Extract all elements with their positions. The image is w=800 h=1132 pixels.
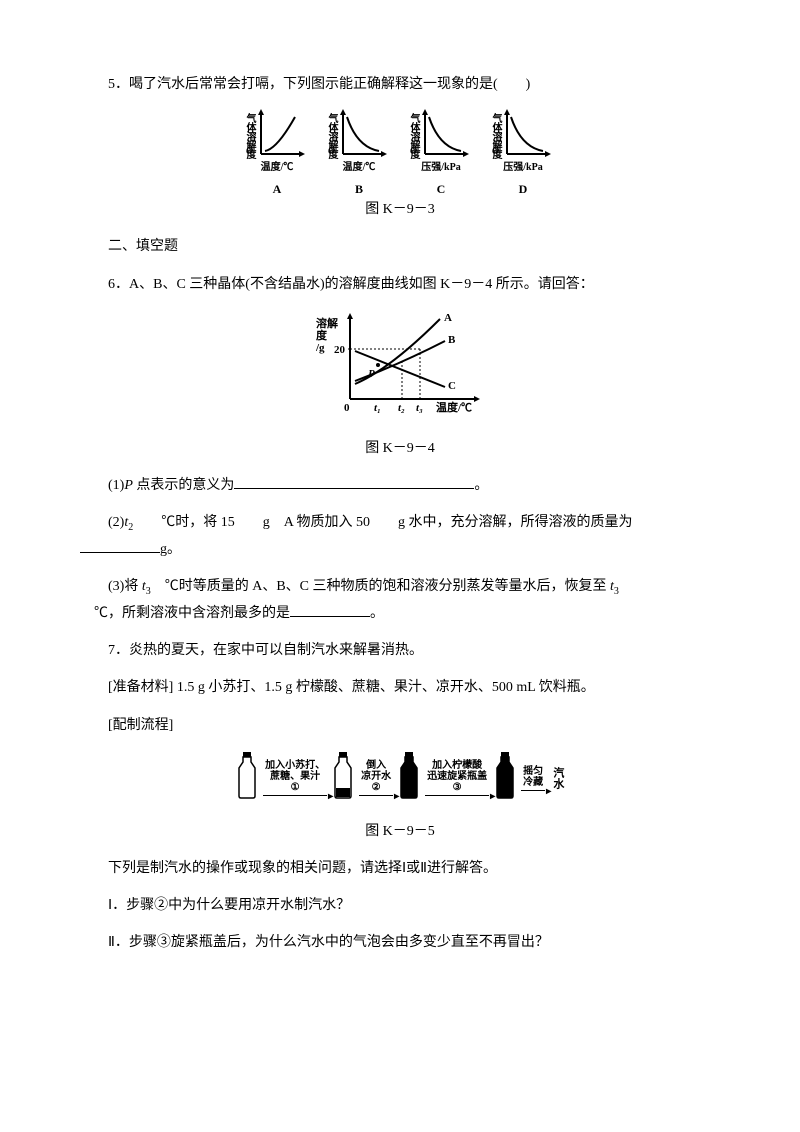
q7-caption: 图 K－9－5 <box>80 819 720 844</box>
q6-p1: (1)P 点表示的意义为 。 <box>80 473 720 498</box>
q6-p3-c: ℃，所剩溶液中含溶剂最多的是 <box>80 601 290 626</box>
svg-text:C: C <box>448 380 456 392</box>
q6-figure: 溶解 度 /g 20 P A B C 0 t₁ t₂ t₃ 温度/℃ <box>80 309 720 428</box>
bottle-1 <box>233 750 261 807</box>
svg-text:/g: /g <box>315 342 325 354</box>
q6-p1-var: P <box>124 478 133 493</box>
q7-materials: [准备材料] 1.5 g 小苏打、1.5 g 柠檬酸、蔗糖、果汁、凉开水、500… <box>80 675 720 700</box>
bottle-icon <box>329 750 357 800</box>
solubility-chart: 溶解 度 /g 20 P A B C 0 t₁ t₂ t₃ 温度/℃ <box>310 309 490 419</box>
chart-D-letter: D <box>488 179 558 201</box>
chart-C-xlabel: 压强/kPa <box>406 159 476 177</box>
arrow-4: 摇匀 冷藏 <box>521 766 545 791</box>
q6-p3-b: ℃时等质量的 A、B、C 三种物质的饱和溶液分别蒸发等量水后，恢复至 <box>151 579 610 594</box>
svg-text:t₁: t₁ <box>374 402 381 414</box>
q6-p1-end: 。 <box>474 478 488 493</box>
chart-C-origin: O <box>410 143 417 161</box>
q6-p2-unit: g。 <box>160 542 181 557</box>
arrow-3: 加入柠檬酸 迅速旋紧瓶盖 ③ <box>425 760 489 796</box>
chart-D-xlabel: 压强/kPa <box>488 159 558 177</box>
q6-p1-blank[interactable] <box>234 474 474 489</box>
svg-text:溶解: 溶解 <box>316 316 338 330</box>
arrow-1-l2: 蔗糖、果汁 <box>270 771 320 782</box>
svg-text:度: 度 <box>316 328 328 342</box>
q6-p3-blank[interactable] <box>290 602 370 617</box>
arrow-1-l1: 加入小苏打、 <box>265 760 325 771</box>
q6-p1-mid: 点表示的意义为 <box>133 478 235 493</box>
q6-p3: (3)将 t3 ℃时等质量的 A、B、C 三种物质的饱和溶液分别蒸发等量水后，恢… <box>80 574 720 626</box>
arrow-4-l1: 摇匀 <box>523 766 543 777</box>
arrow-4-l2: 冷藏 <box>523 777 543 788</box>
chart-B: 气体溶解度 O 温度/℃ B <box>324 109 394 189</box>
bottle-icon <box>233 750 261 800</box>
arrow-2-l2: 凉开水 <box>361 771 391 782</box>
arrow-1-num: ① <box>265 782 325 793</box>
q5-stem: 5．喝了汽水后常常会打嗝，下列图示能正确解释这一现象的是( ) <box>80 72 720 97</box>
svg-text:t₂: t₂ <box>398 402 405 414</box>
bottle-icon <box>395 750 423 800</box>
q6-p1-pre: (1) <box>108 478 124 493</box>
q6-p2-b: ℃时，将 15 g A 物质加入 50 g 水中，充分溶解，所得溶液的质量为 <box>133 515 632 530</box>
q6-stem: 6．A、B、C 三种晶体(不含结晶水)的溶解度曲线如图 K－9－4 所示。请回答… <box>80 272 720 297</box>
q6-p3-a: (3)将 <box>108 579 142 594</box>
svg-text:t₃: t₃ <box>416 402 423 414</box>
svg-text:0: 0 <box>344 402 350 414</box>
q6-p2-a: (2) <box>108 515 124 530</box>
arrow-3-l1: 加入柠檬酸 <box>432 760 482 771</box>
svg-text:P: P <box>368 368 375 380</box>
q6-p3-sub2: 3 <box>614 586 619 597</box>
chart-B-xlabel: 温度/℃ <box>324 159 394 177</box>
q7-followup: 下列是制汽水的操作或现象的相关问题，请选择Ⅰ或Ⅱ进行解答。 <box>80 856 720 881</box>
arrow-1: 加入小苏打、 蔗糖、果汁 ① <box>263 760 327 796</box>
q6-p3-end: 。 <box>370 606 384 621</box>
q5-figure-row: 气体溶解度 O 温度/℃ A 气体溶解度 O 温度/℃ B 气体溶解度 O <box>80 109 720 189</box>
svg-text:20: 20 <box>334 344 346 356</box>
arrow-2-l1: 倒入 <box>366 760 386 771</box>
bottle-4 <box>491 750 519 807</box>
q6-p2-blank[interactable] <box>80 538 160 553</box>
q7-stem: 7．炎热的夏天，在家中可以自制汽水来解暑消热。 <box>80 638 720 663</box>
chart-B-origin: O <box>328 143 335 161</box>
chart-A-letter: A <box>242 179 312 201</box>
arrow-2-num: ② <box>361 782 391 793</box>
chart-D: 气体溶解度 O 压强/kPa D <box>488 109 558 189</box>
chart-D-origin: O <box>492 143 499 161</box>
solubility-svg: 溶解 度 /g 20 P A B C 0 t₁ t₂ t₃ 温度/℃ <box>310 309 490 419</box>
chart-C-letter: C <box>406 179 476 201</box>
arrow-2: 倒入 凉开水 ② <box>359 760 393 796</box>
svg-text:A: A <box>444 312 452 324</box>
q7-process-label: [配制流程] <box>80 713 720 738</box>
bottle-2 <box>329 750 357 807</box>
q6-caption: 图 K－9－4 <box>80 436 720 461</box>
q7-qI: Ⅰ．步骤②中为什么要用凉开水制汽水？ <box>80 893 720 918</box>
chart-A-xlabel: 温度/℃ <box>242 159 312 177</box>
q5-caption: 图 K－9－3 <box>80 197 720 222</box>
chart-A-origin: O <box>246 143 253 161</box>
svg-text:温度/℃: 温度/℃ <box>436 400 472 414</box>
arrow-3-l2: 迅速旋紧瓶盖 <box>427 771 487 782</box>
bottle-icon <box>491 750 519 800</box>
process-row: 加入小苏打、 蔗糖、果汁 ① 倒入 凉开水 ② 加入柠檬酸 迅速旋紧瓶盖 ③ 摇… <box>80 750 720 807</box>
bottle-3 <box>395 750 423 807</box>
section2-heading: 二、填空题 <box>80 234 720 259</box>
arrow-3-num: ③ <box>427 782 487 793</box>
q6-p2: (2)t2 ℃时，将 15 g A 物质加入 50 g 水中，充分溶解，所得溶液… <box>80 510 720 562</box>
svg-text:B: B <box>448 334 456 346</box>
chart-B-letter: B <box>324 179 394 201</box>
q7-qII: Ⅱ．步骤③旋紧瓶盖后，为什么汽水中的气泡会由多变少直至不再冒出？ <box>80 930 720 955</box>
chart-C: 气体溶解度 O 压强/kPa C <box>406 109 476 189</box>
chart-A: 气体溶解度 O 温度/℃ A <box>242 109 312 189</box>
